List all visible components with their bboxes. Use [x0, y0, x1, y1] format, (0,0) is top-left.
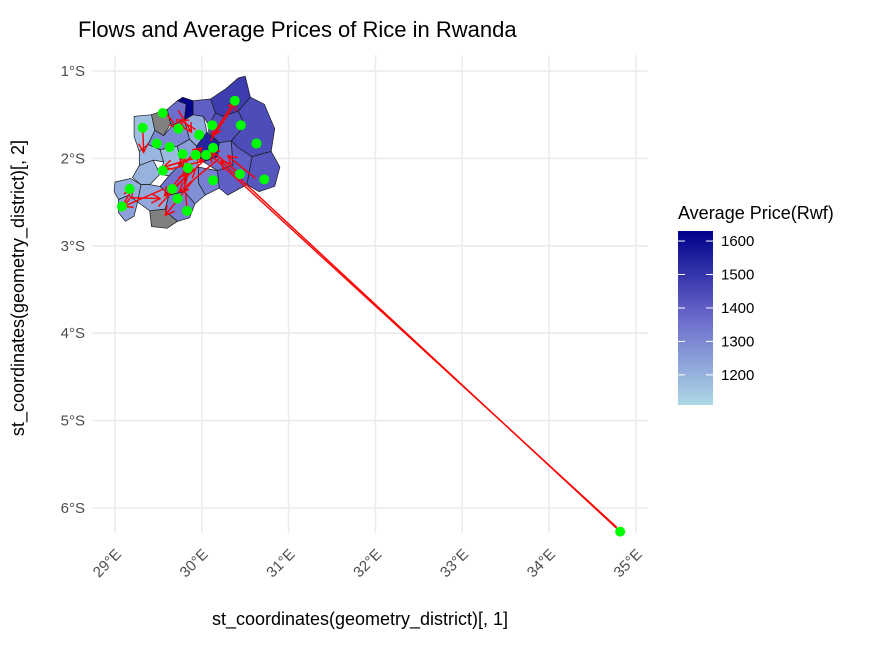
flow-arrow — [177, 119, 197, 131]
district-point — [194, 129, 205, 140]
district-point — [208, 175, 219, 186]
x-tick-label: 29°E — [90, 546, 125, 581]
y-tick-label: 6°S — [61, 500, 85, 517]
district-point — [182, 163, 193, 174]
x-tick-label: 32°E — [350, 546, 385, 581]
chart-title: Flows and Average Prices of Rice in Rwan… — [78, 17, 517, 42]
flow-arrow — [129, 192, 162, 204]
district-point — [172, 193, 183, 204]
legend-tick-label: 1400 — [721, 300, 754, 317]
legend-tick-label: 1500 — [721, 267, 754, 284]
district-point — [615, 526, 626, 537]
x-tick-label: 30°E — [177, 546, 212, 581]
legend: Average Price(Rwf) 1200 1300 1400 1500 1600 — [678, 203, 834, 405]
x-axis-ticks: 29°E 30°E 31°E 32°E 33°E 34°E 35°E — [90, 546, 646, 581]
y-tick-label: 5°S — [61, 413, 85, 430]
flow-arrow — [226, 154, 257, 180]
y-tick-label: 3°S — [61, 238, 85, 255]
district-point — [259, 174, 270, 185]
district-point — [164, 142, 175, 153]
district-point — [190, 149, 201, 160]
x-axis-title: st_coordinates(geometry_district)[, 1] — [212, 609, 508, 630]
y-axis-ticks: 1°S 2°S 3°S 4°S 5°S 6°S — [61, 63, 85, 517]
x-tick-label: 31°E — [263, 546, 298, 581]
district-point — [173, 123, 184, 134]
district-point — [137, 122, 148, 133]
district-point — [124, 183, 135, 194]
district-points — [116, 95, 626, 537]
district-point — [177, 149, 188, 160]
x-tick-label: 35°E — [611, 546, 646, 581]
district-point — [207, 120, 218, 131]
flow-arrow — [207, 152, 618, 528]
y-tick-label: 1°S — [61, 63, 85, 80]
district-point — [116, 201, 127, 212]
y-tick-label: 2°S — [61, 150, 85, 167]
district-point — [234, 169, 245, 180]
district-polygon — [131, 159, 161, 185]
district-point — [229, 95, 240, 106]
grid — [92, 55, 648, 533]
district-polygon — [246, 150, 281, 192]
legend-colorbar — [678, 231, 713, 405]
x-tick-label: 34°E — [524, 546, 559, 581]
legend-ticks: 1200 1300 1400 1500 1600 — [678, 233, 754, 384]
x-tick-label: 33°E — [437, 546, 472, 581]
district-point — [157, 165, 168, 176]
district-point — [201, 149, 212, 160]
district-polygon — [149, 208, 179, 229]
district-point — [151, 138, 162, 149]
district-point — [251, 138, 262, 149]
district-point — [208, 142, 219, 153]
district-point — [235, 120, 246, 131]
district-point — [167, 183, 178, 194]
flow-arrow — [177, 109, 193, 134]
legend-tick-label: 1300 — [721, 333, 754, 350]
y-axis-title: st_coordinates(geometry_district)[, 2] — [8, 140, 29, 436]
legend-tick-label: 1600 — [721, 233, 754, 250]
legend-title: Average Price(Rwf) — [678, 203, 834, 223]
district-point — [157, 107, 168, 118]
y-tick-label: 4°S — [61, 325, 85, 342]
district-point — [182, 205, 193, 216]
legend-tick-label: 1200 — [721, 367, 754, 384]
